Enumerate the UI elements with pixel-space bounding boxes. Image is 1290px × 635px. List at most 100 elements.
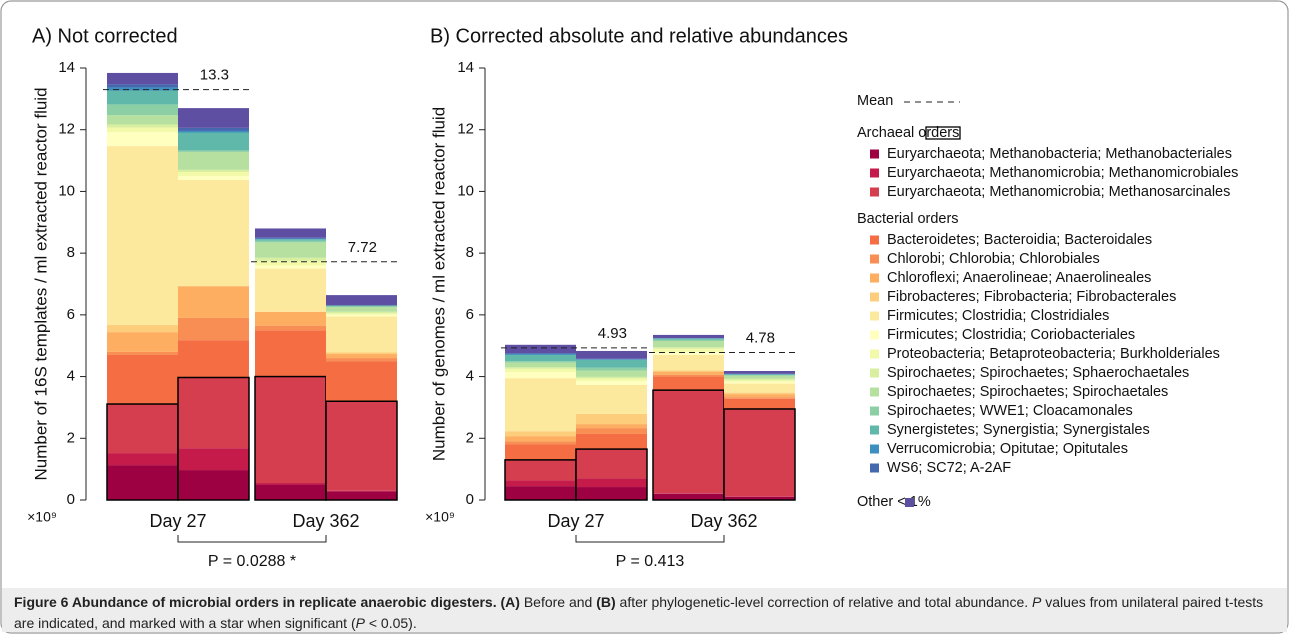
bar-segment: [326, 316, 397, 353]
bar-segment: [576, 359, 647, 368]
mean-label: 13.3: [200, 67, 229, 84]
caption-text: (A): [500, 594, 520, 610]
bar-segment: [576, 359, 647, 360]
bar-segment: [255, 311, 326, 326]
bar-segment: [326, 295, 397, 305]
bar-segment: [505, 378, 576, 432]
y-tick-label: 4: [466, 368, 474, 385]
p-value: P = 0.0288 *: [208, 553, 296, 570]
bar-segment: [107, 146, 178, 326]
bar-segment: [107, 351, 178, 355]
bar-segment: [576, 424, 647, 429]
bar-segment: [255, 257, 326, 261]
legend-heading: Bacterial orders: [857, 211, 959, 227]
y-tick-label: 10: [457, 182, 474, 199]
bar-segment: [326, 313, 397, 315]
bar-segment: [255, 240, 326, 243]
legend-swatch: [870, 368, 879, 378]
legend-swatch: [870, 168, 879, 178]
bar-segment: [724, 371, 795, 374]
p-value: P = 0.413: [616, 553, 685, 570]
bar-segment: [653, 374, 724, 377]
bar-segment: [107, 115, 178, 125]
mean-label: 4.78: [746, 329, 775, 346]
bar-segment: [653, 493, 724, 500]
legend-label: Euryarchaeota; Methanomicrobia; Methanos…: [887, 184, 1230, 200]
y-tick-label: 0: [466, 491, 474, 508]
bar-segment: [178, 151, 249, 170]
bar-segment: [576, 487, 647, 500]
caption-background: [2, 588, 1287, 632]
bar-segment: [255, 237, 326, 239]
legend-heading: Archaeal orders: [857, 125, 959, 141]
bar-segment: [576, 378, 647, 381]
bar-segment: [653, 371, 724, 375]
legend-label: Chloroflexi; Anaerolineae; Anaerolineale…: [887, 270, 1151, 286]
legend-swatch: [870, 444, 879, 454]
x-tick-label: Day 27: [149, 511, 206, 531]
bar-segment: [724, 378, 795, 381]
bar-segment: [505, 431, 576, 437]
legend-label: Euryarchaeota; Methanobacteria; Methanob…: [887, 146, 1232, 162]
mean-label: 4.93: [598, 325, 627, 342]
bar-segment: [255, 268, 326, 312]
y-tick-label: 6: [67, 306, 75, 323]
bar-segment: [326, 401, 397, 491]
legend-swatch: [870, 406, 879, 416]
bar-segment: [653, 351, 724, 355]
legend-swatch: [870, 187, 879, 197]
y-tick-label: 6: [466, 306, 474, 323]
bar-segment: [107, 465, 178, 500]
bar-segment: [576, 370, 647, 377]
y-tick-label: 8: [67, 244, 75, 261]
bar-segment: [576, 367, 647, 371]
bar-segment: [326, 354, 397, 359]
bar-segment: [178, 130, 249, 133]
x-tick-label: Day 27: [547, 511, 604, 531]
bar-segment: [653, 339, 724, 342]
p-bracket: [575, 535, 725, 543]
caption-text: P: [355, 615, 365, 631]
bar-segment: [178, 340, 249, 378]
archaea-outline: [575, 448, 648, 501]
bar-segment: [178, 286, 249, 318]
legend-label: Other < 1%: [857, 494, 931, 510]
bar-segment: [576, 358, 647, 360]
bar-segment: [255, 238, 326, 240]
bar-segment: [576, 449, 647, 479]
bar-segment: [724, 375, 795, 376]
bar-segment: [653, 338, 724, 340]
bar-segment: [326, 358, 397, 362]
legend-swatch: [870, 425, 879, 435]
bar-segment: [653, 376, 724, 391]
mean-label: 7.72: [348, 239, 377, 256]
bar-segment: [107, 325, 178, 333]
legend-swatch: [870, 149, 879, 159]
legend-swatch: [870, 463, 879, 473]
bar-segment: [255, 242, 326, 258]
bar-segment: [505, 368, 576, 372]
bar-segment: [107, 104, 178, 116]
bar-segment: [326, 311, 397, 314]
legend-label: Euryarchaeota; Methanomicrobia; Methanom…: [887, 165, 1238, 181]
bar-segment: [255, 376, 326, 484]
bar-segment: [653, 348, 724, 352]
legend-swatch: [905, 498, 914, 507]
y-tick-label: 0: [67, 491, 75, 508]
bar-segment: [724, 383, 795, 393]
legend-swatch: [870, 311, 879, 321]
bar-segment: [178, 176, 249, 181]
bar-segment: [326, 304, 397, 306]
legend-swatch: [870, 235, 879, 245]
y-tick-label: 14: [457, 59, 474, 76]
bar-segment: [505, 486, 576, 500]
bar-segment: [505, 353, 576, 355]
y-tick-label: 14: [58, 59, 75, 76]
bar-segment: [107, 132, 178, 147]
bar-segment: [576, 376, 647, 379]
legend-outline-key: [925, 126, 961, 140]
bar-segment: [576, 350, 647, 359]
archaea-outline: [177, 376, 250, 501]
legend-label: Spirochaetes; Spirochaetes; Sphaerochaet…: [887, 365, 1189, 381]
bar-segment: [326, 305, 397, 308]
